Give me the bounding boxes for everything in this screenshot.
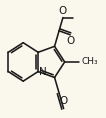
Text: N: N	[39, 67, 47, 77]
Text: O: O	[59, 96, 68, 106]
Text: O: O	[66, 36, 74, 46]
Text: CH₃: CH₃	[81, 57, 98, 66]
Text: O: O	[59, 6, 67, 16]
